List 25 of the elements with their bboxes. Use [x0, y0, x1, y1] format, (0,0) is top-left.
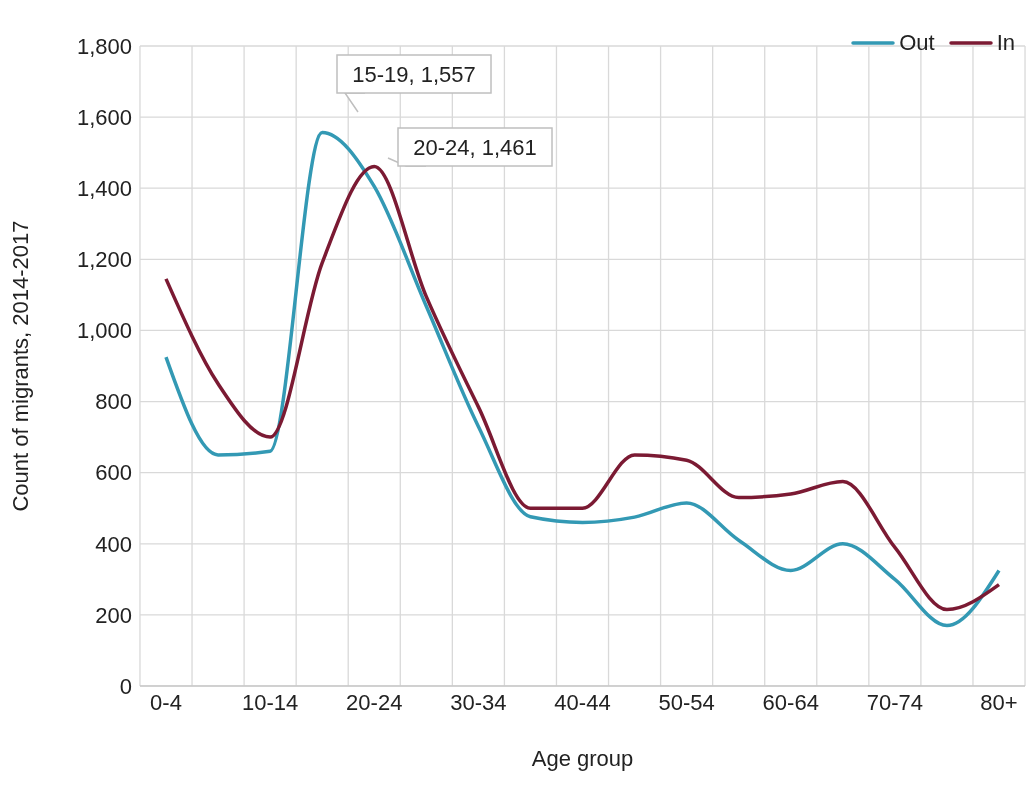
- legend-label: Out: [898, 30, 935, 56]
- annotation: 20-24, 1,461: [413, 135, 537, 160]
- x-tick-label: 40-44: [554, 689, 611, 715]
- x-tick-label: 20-24: [346, 689, 403, 715]
- x-tick-label: 50-54: [658, 689, 715, 715]
- x-axis-title: Age group: [531, 746, 634, 771]
- x-tick-label: 80+: [980, 689, 1018, 715]
- y-tick-label: 0: [119, 673, 132, 699]
- x-tick-label: 60-64: [762, 689, 819, 715]
- y-tick-label: 600: [95, 460, 132, 486]
- y-axis-title: Count of migrants, 2014-2017: [7, 220, 33, 512]
- annotation: 15-19, 1,557: [352, 62, 476, 87]
- x-tick-label: 70-74: [866, 689, 924, 715]
- x-tick-label: 0-4: [150, 689, 182, 715]
- x-tick-label: 30-34: [450, 689, 507, 715]
- y-tick-label: 800: [95, 389, 132, 415]
- y-tick-label: 1,000: [76, 318, 132, 344]
- legend-label: In: [995, 30, 1015, 56]
- y-tick-label: 1,600: [76, 104, 132, 130]
- y-tick-label: 1,400: [76, 176, 132, 202]
- y-tick-label: 1,800: [76, 33, 132, 59]
- x-tick-label: 10-14: [241, 689, 299, 715]
- y-tick-label: 400: [95, 531, 132, 557]
- y-tick-label: 200: [95, 602, 132, 628]
- y-tick-label: 1,200: [76, 247, 132, 273]
